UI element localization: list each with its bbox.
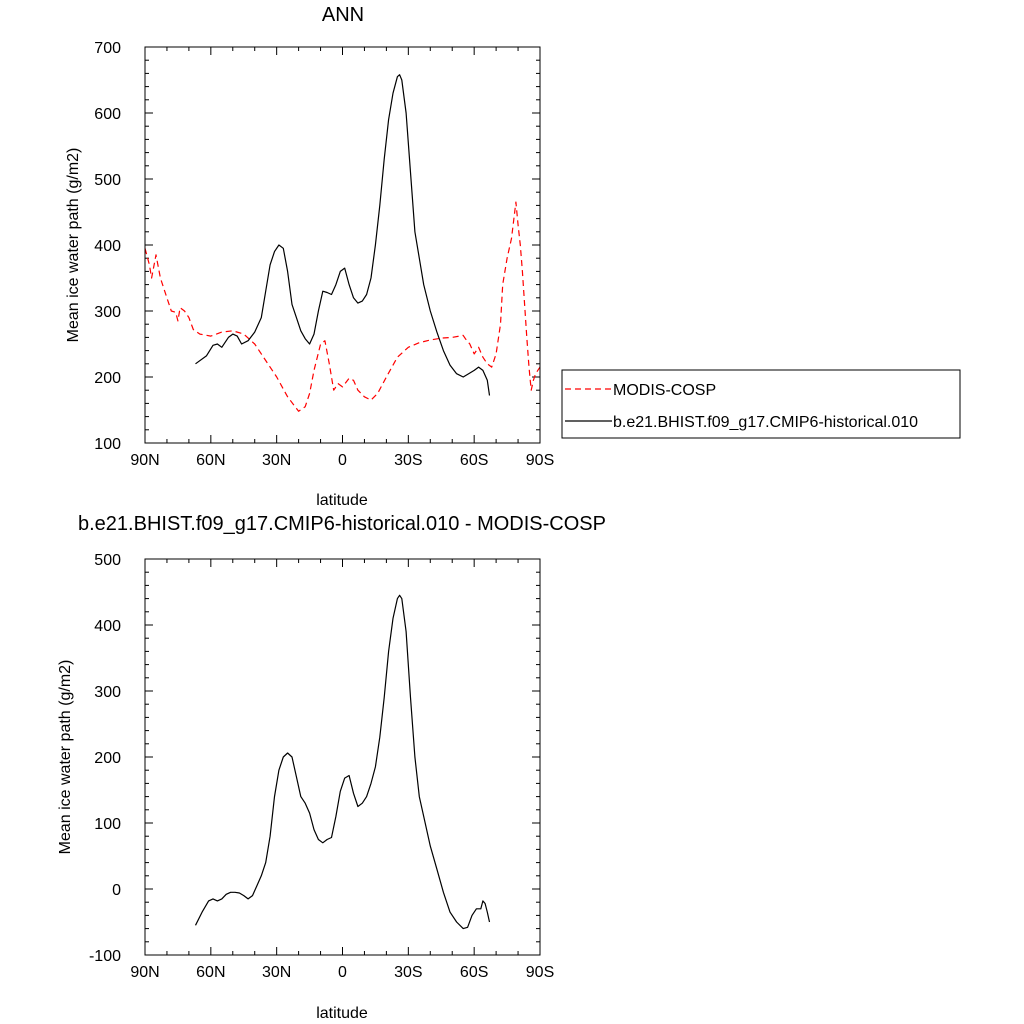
- bottom-panel-y-axis-label: Mean ice water path (g/m2): [57, 660, 74, 855]
- x-tick-label: 30S: [394, 452, 422, 469]
- bottom-panel-title: b.e21.BHIST.f09_g17.CMIP6-historical.010…: [78, 513, 606, 535]
- x-tick-label: 90S: [526, 964, 554, 981]
- y-tick-label: -100: [89, 948, 121, 965]
- series-line-difference: [196, 595, 490, 928]
- top-panel-series: [145, 75, 540, 412]
- y-tick-label: 100: [94, 816, 121, 833]
- x-tick-label: 60S: [460, 964, 488, 981]
- legend: MODIS-COSP b.e21.BHIST.f09_g17.CMIP6-his…: [562, 370, 960, 438]
- bottom-panel-series: [196, 595, 490, 928]
- x-tick-label: 90N: [130, 964, 159, 981]
- top-panel-y-axis-label: Mean ice water path (g/m2): [65, 148, 82, 343]
- top-panel-ticks: 90N 60N 30N 0 30S 60S 90S 100 200 300 400 500 600 700: [94, 40, 554, 469]
- series-line-modis-cosp: [145, 202, 540, 411]
- legend-label-historical: b.e21.BHIST.f09_g17.CMIP6-historical.010: [613, 414, 918, 431]
- y-tick-label: 700: [94, 40, 121, 57]
- bottom-panel: b.e21.BHIST.f09_g17.CMIP6-historical.010…: [57, 513, 606, 1022]
- y-tick-label: 400: [94, 618, 121, 635]
- y-tick-label: 300: [94, 684, 121, 701]
- y-tick-label: 400: [94, 238, 121, 255]
- x-tick-label: 90S: [526, 452, 554, 469]
- y-tick-label: 200: [94, 370, 121, 387]
- y-tick-label: 100: [94, 436, 121, 453]
- y-tick-label: 200: [94, 750, 121, 767]
- y-tick-label: 600: [94, 106, 121, 123]
- y-tick-label: 500: [94, 552, 121, 569]
- x-tick-label: 30N: [262, 964, 291, 981]
- series-line-b-e21-bhist-f09-g17-cmip6-historical-010: [196, 75, 490, 396]
- y-tick-label: 0: [112, 882, 121, 899]
- y-tick-label: 300: [94, 304, 121, 321]
- top-panel-x-axis-label: latitude: [316, 492, 368, 509]
- bottom-panel-ticks: 90N 60N 30N 0 30S 60S 90S -100 0 100 200 300 400 500: [89, 552, 554, 981]
- top-panel: ANN 90N 60N 30N 0 30S 60S 90S 100 200 300 400 500 60…: [65, 4, 960, 509]
- x-tick-label: 90N: [130, 452, 159, 469]
- y-tick-label: 500: [94, 172, 121, 189]
- bottom-panel-frame: [145, 559, 540, 955]
- x-tick-label: 30S: [394, 964, 422, 981]
- x-tick-label: 60N: [196, 964, 225, 981]
- x-tick-label: 30N: [262, 452, 291, 469]
- top-panel-title: ANN: [322, 4, 364, 26]
- x-tick-label: 60S: [460, 452, 488, 469]
- legend-label-modis-cosp: MODIS-COSP: [613, 382, 716, 399]
- x-tick-label: 60N: [196, 452, 225, 469]
- top-panel-frame: [145, 47, 540, 443]
- x-tick-label: 0: [338, 452, 347, 469]
- x-tick-label: 0: [338, 964, 347, 981]
- bottom-panel-x-axis-label: latitude: [316, 1005, 368, 1022]
